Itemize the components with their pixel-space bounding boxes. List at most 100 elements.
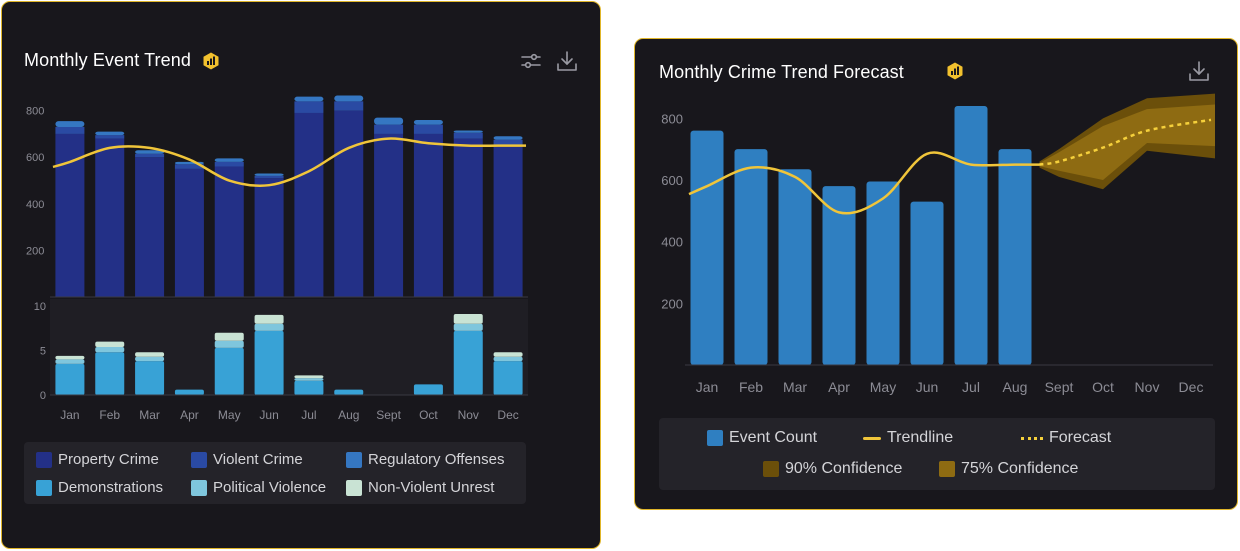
bar-property-crime	[214, 166, 244, 297]
bar-violent-crime	[413, 124, 443, 134]
bar-violent-crime	[294, 101, 324, 113]
legend-non-violent-unrest[interactable]: Non-Violent Unrest	[346, 479, 494, 496]
y-tick-label: 0	[40, 390, 46, 402]
lower-panel-bg	[50, 299, 528, 395]
legend-swatch	[191, 451, 207, 468]
bar-regulatory-offenses	[55, 121, 85, 127]
bar-event-count	[734, 149, 768, 365]
legend-label: Demonstrations	[58, 479, 164, 496]
monthly-crime-forecast-card: Monthly Crime Trend Forecast 200 400 600 80…	[634, 38, 1238, 510]
legend-swatch	[346, 451, 362, 468]
bar-political-violence	[254, 323, 284, 331]
monthly-event-trend-chart: 200 400 600 800 0 5 10 Jan Feb Mar Apr May Jun Jul Aug…	[26, 95, 528, 422]
legend-swatch	[191, 479, 207, 496]
x-tick-label: Jan	[60, 408, 79, 422]
legend-regulatory-offenses[interactable]: Regulatory Offenses	[346, 451, 504, 468]
legend-trendline[interactable]: Trendline	[863, 429, 953, 447]
card-title: Monthly Event Trend	[24, 50, 191, 70]
chart-badge-icon	[947, 62, 963, 80]
bar-regulatory-offenses	[413, 119, 443, 125]
y-tick-label: 800	[661, 111, 683, 126]
bar-event-count	[866, 181, 900, 365]
legend-90-confidence[interactable]: 90% Confidence	[763, 460, 902, 478]
bar-violent-crime	[453, 132, 483, 139]
legend-label: Trendline	[887, 429, 954, 446]
monthly-crime-forecast-chart: 200 400 600 800 Jan Feb Mar Apr May Jun Jul Aug Sept…	[661, 93, 1215, 395]
legend-swatch	[36, 451, 52, 468]
x-tick-label: Sept	[376, 408, 401, 422]
x-tick-label: Dec	[497, 408, 518, 422]
x-tick-label: May	[218, 408, 241, 422]
bar-non-violent-unrest	[214, 332, 244, 341]
bar-property-crime	[135, 157, 165, 297]
chart-legend: Property Crime Violent Crime Regulatory …	[24, 442, 526, 504]
bar-non-violent-unrest	[493, 352, 523, 357]
bar-non-violent-unrest	[294, 375, 324, 379]
confidence-band-75	[1039, 104, 1215, 180]
legend-75-confidence[interactable]: 75% Confidence	[939, 460, 1078, 478]
legend-label: Event Count	[729, 429, 818, 446]
legend-property-crime[interactable]: Property Crime	[36, 451, 159, 468]
bar-political-violence	[214, 340, 244, 348]
download-icon[interactable]	[555, 49, 579, 73]
chart-legend: Event Count Trendline Forecast 90% Confi…	[659, 418, 1215, 490]
bar-regulatory-offenses	[374, 117, 404, 125]
y-tick-label: 400	[26, 199, 44, 211]
legend-event-count[interactable]: Event Count	[707, 429, 817, 447]
legend-forecast[interactable]: Forecast	[1021, 429, 1111, 447]
card-title: Monthly Crime Trend Forecast	[659, 62, 904, 82]
y-tick-label: 800	[26, 106, 44, 118]
bar-violent-crime	[334, 101, 364, 111]
x-tick-label: Dec	[1179, 379, 1204, 395]
download-icon[interactable]	[1187, 59, 1211, 83]
bar-event-count	[690, 130, 724, 365]
bar-political-violence	[294, 378, 324, 381]
x-tick-label: Oct	[419, 408, 438, 422]
filter-sliders-icon[interactable]	[519, 49, 543, 73]
x-tick-label: Jun	[259, 408, 278, 422]
bar-property-crime	[374, 133, 404, 297]
x-tick-label: Nov	[458, 408, 479, 422]
legend-demonstrations[interactable]: Demonstrations	[36, 479, 163, 496]
x-tick-label: Jan	[696, 379, 719, 395]
bar-event-count	[822, 186, 856, 365]
x-tick-label: Oct	[1092, 379, 1114, 395]
y-tick-label: 400	[661, 235, 683, 250]
x-tick-label: Apr	[180, 408, 199, 422]
legend-label: 90% Confidence	[785, 460, 903, 477]
bar-demonstrations	[214, 347, 244, 395]
y-tick-label: 5	[40, 346, 46, 358]
legend-violent-crime[interactable]: Violent Crime	[191, 451, 303, 468]
bar-property-crime	[453, 138, 483, 297]
bar-event-count	[910, 201, 944, 365]
x-tick-label: Jul	[301, 408, 316, 422]
bar-demonstrations	[174, 389, 204, 395]
bar-non-violent-unrest	[95, 341, 125, 347]
y-tick-label: 10	[34, 301, 46, 313]
bar-political-violence	[135, 356, 165, 362]
x-tick-label: Jun	[916, 379, 939, 395]
bar-regulatory-offenses	[294, 96, 324, 102]
bar-demonstrations	[334, 389, 364, 395]
legend-label: Forecast	[1049, 429, 1112, 446]
bar-political-violence	[95, 346, 125, 353]
x-tick-label: Aug	[1003, 379, 1028, 395]
bar-regulatory-offenses	[95, 131, 125, 136]
bar-regulatory-offenses	[453, 130, 483, 133]
bar-regulatory-offenses	[334, 95, 364, 102]
legend-swatch	[1021, 436, 1043, 440]
bar-property-crime	[334, 110, 364, 298]
legend-label: Political Violence	[213, 479, 327, 496]
bar-political-violence	[55, 359, 85, 364]
legend-swatch	[863, 436, 881, 440]
legend-political-violence[interactable]: Political Violence	[191, 479, 326, 496]
bar-non-violent-unrest	[55, 355, 85, 360]
bar-event-count	[954, 106, 988, 365]
bar-violent-crime	[174, 164, 204, 169]
bar-property-crime	[174, 168, 204, 297]
legend-label: Violent Crime	[213, 451, 303, 468]
legend-swatch	[939, 461, 955, 477]
x-tick-label: Apr	[828, 379, 850, 395]
bar-non-violent-unrest	[453, 314, 483, 324]
y-tick-label: 600	[26, 152, 44, 164]
